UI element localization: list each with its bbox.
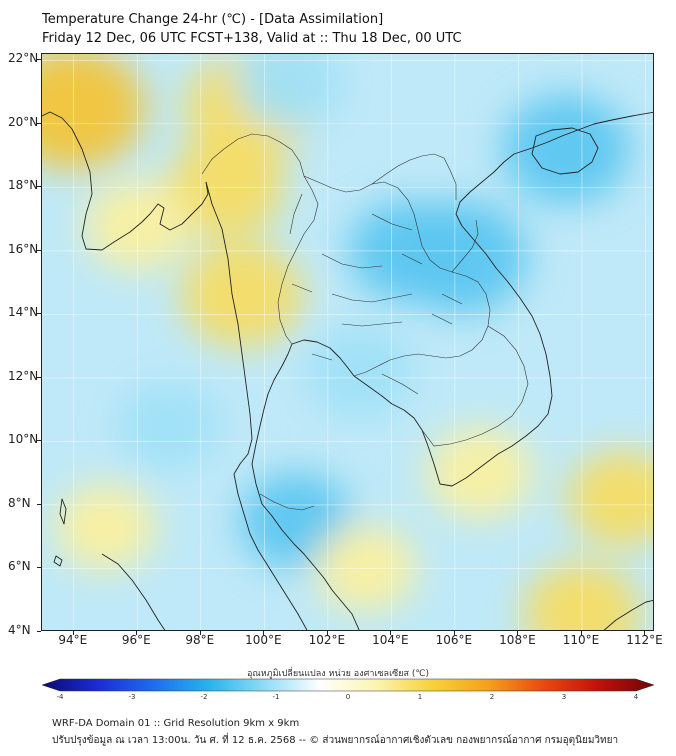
lon-tick [263,631,265,635]
lon-tick [580,631,582,635]
lon-tick [136,631,138,635]
lon-tick [644,631,646,635]
lat-label: 18°N [8,178,39,193]
district-borders [371,213,463,395]
lat-tick [37,186,41,188]
myanmar-coast [42,111,209,251]
lon-label: 106°E [435,633,473,647]
lon-label: 110°E [562,633,600,647]
coastlines [42,111,653,630]
lat-label: 4°N [8,623,31,637]
lon-label: 112°E [626,633,663,647]
province-borders [289,193,413,361]
anomaly-patch-14 [567,450,653,547]
lat-label: 12°N [8,368,39,383]
colorbar-tick-label: 4 [633,693,639,701]
anomaly-patch-9 [118,381,220,470]
graticule [42,54,653,630]
lat-tick [37,376,41,378]
lon-label: 108°E [499,633,536,647]
lat-tick [37,59,41,61]
lon-tick [453,631,455,635]
andaman-island [59,498,67,525]
lon-label: 94°E [58,633,88,647]
lat-label: 20°N [8,114,39,129]
bangkok-bight [291,339,355,377]
lon-tick [72,631,74,635]
lat-tick [37,122,41,124]
map-subtitle: Friday 12 Dec, 06 UTC FCST+138, Valid at… [42,31,462,46]
anomaly-patch-3 [180,242,304,348]
anomaly-patch-0 [42,54,146,170]
copyright-info: ปรับปรุงข้อมูล ณ เวลา 13:00น. วัน ศ. ที่… [52,735,619,746]
myanmar-thailand-border [201,133,319,345]
sumatra-coast [101,553,166,630]
colorbar-tick-label: 1 [417,693,423,701]
lat-label: 6°N [8,559,31,574]
lon-label: 96°E [121,633,151,647]
lon-tick [517,631,519,635]
malay-peninsula-west [233,473,308,630]
laos-north-border [371,153,457,200]
colorbar-tick-label: -2 [200,693,208,701]
anomaly-patch-6 [394,200,528,315]
colorbar-tick-label: 2 [489,693,495,701]
map-panel[interactable] [41,53,654,631]
laos-vietnam-border [451,219,479,273]
colorbar-tick-label: -3 [128,693,136,701]
anomaly-patch-7 [502,94,630,204]
lat-tick [37,440,41,442]
map-title: Temperature Change 24-hr (℃) - [Data Ass… [42,12,384,27]
lat-label: 14°N [8,305,39,320]
anomaly-patch-12 [426,427,534,520]
colorbar-tick-label: -4 [56,693,64,701]
model-info: WRF-DA Domain 01 :: Grid Resolution 9km … [52,718,300,729]
lat-tick [37,503,41,505]
lon-label: 104°E [372,633,409,647]
colorbar-tick-label: 3 [561,693,567,701]
tenasserim-west-coast [205,181,253,475]
temperature-change-map[interactable] [42,54,654,631]
hainan-island [531,127,599,175]
lat-label: 16°N [8,241,39,256]
colorbar [42,678,654,692]
temperature-field-layer [42,54,653,630]
malay-peninsula-east [251,343,360,630]
nicobar-island [53,555,63,567]
borneo-coast [603,599,653,630]
anomaly-patch-8 [306,325,414,418]
lon-label: 100°E [245,633,282,647]
lon-tick [199,631,201,635]
cambodia-vietnam-border [421,325,529,447]
lat-label: 10°N [8,432,39,447]
lon-label: 98°E [185,633,215,647]
lat-label: 22°N [8,51,39,66]
lat-tick [37,567,41,569]
lon-tick [326,631,328,635]
anomaly-patch-13 [54,483,157,571]
lat-tick [37,249,41,251]
colorbar-tick-label: -1 [272,693,280,701]
lat-tick [37,313,41,315]
admin-borders [201,133,529,511]
anomaly-patch-10 [236,54,344,129]
lon-label: 102°E [308,633,346,647]
lat-tick [37,631,41,632]
lat-label: 8°N [8,495,31,510]
colorbar-tick-label: 0 [345,693,351,701]
indochina-east-coast [353,111,653,487]
colorbar-ramp [42,678,654,692]
lon-tick [390,631,392,635]
colorbar-title: อุณหภูมิเปลี่ยนแปลง หน่วย องศาเซลเซียส (… [246,669,430,679]
thailand-malaysia-border [259,493,315,511]
